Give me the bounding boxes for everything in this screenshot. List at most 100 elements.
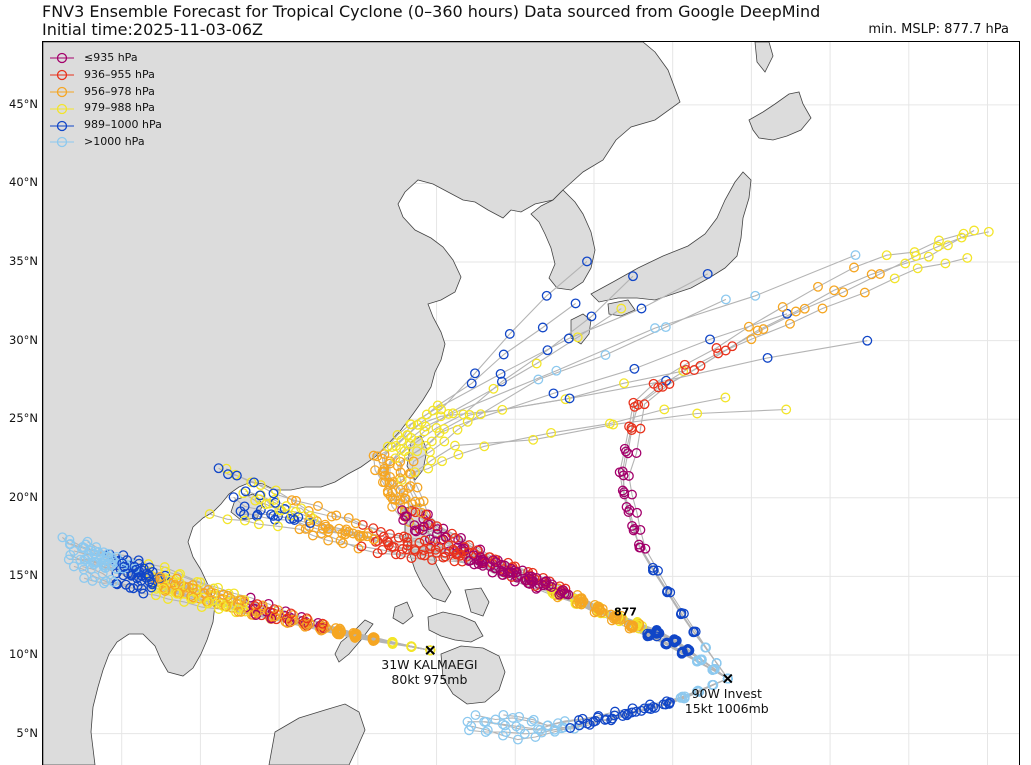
track-point: [624, 623, 635, 634]
track-point: [305, 511, 316, 521]
latitude-tick-label: 35°N: [9, 254, 38, 269]
track-point: [316, 625, 327, 636]
track-point: [439, 436, 450, 447]
track-point: [410, 496, 421, 507]
track-point: [302, 619, 313, 630]
track-point: [627, 707, 637, 718]
track-point: [610, 612, 620, 623]
track-point: [418, 545, 429, 556]
storm-name: 31W KALMAEGI: [381, 657, 478, 673]
track-point: [531, 358, 542, 369]
track-point: [252, 599, 263, 610]
track-point: [257, 600, 268, 611]
track-point: [386, 541, 397, 552]
track-point: [621, 501, 632, 512]
track-point: [406, 641, 417, 652]
track-point: [621, 710, 632, 721]
track-point: [160, 566, 171, 577]
track-point: [377, 544, 388, 555]
track-point: [448, 408, 458, 419]
track-point: [438, 552, 449, 563]
track-point: [572, 598, 582, 609]
track-point: [551, 365, 562, 376]
visayas: [427, 611, 484, 643]
track-point: [560, 394, 571, 405]
track-point: [385, 456, 395, 467]
track-point: [286, 495, 297, 506]
track-point: [679, 693, 690, 704]
track-point: [126, 570, 137, 581]
track-point: [762, 352, 773, 363]
track-point: [531, 572, 542, 583]
borneo: [268, 703, 366, 765]
latitude-tick-label: 40°N: [9, 175, 38, 190]
latitude-tick-label: 30°N: [9, 332, 38, 347]
storm-label-kalmaegi: 31W KALMAEGI 80kt 975mb: [381, 657, 477, 687]
track-point: [813, 281, 823, 292]
track-point: [631, 706, 641, 717]
track-point: [296, 503, 307, 514]
track-point: [205, 587, 216, 598]
track-point: [362, 531, 373, 542]
track-point: [395, 467, 406, 478]
track-point: [485, 561, 496, 572]
track-point: [448, 544, 459, 555]
track-point: [311, 516, 322, 527]
track-point: [433, 541, 444, 552]
legend-marker-icon: [50, 136, 74, 148]
track-point: [350, 628, 361, 639]
track-point: [385, 471, 395, 482]
storm-position-marker: [425, 645, 435, 655]
track-point: [213, 582, 223, 593]
track-point: [707, 679, 718, 690]
track-point: [301, 613, 312, 624]
track-point: [316, 622, 327, 633]
track-point: [268, 488, 279, 499]
track-point: [401, 532, 412, 543]
track-point: [291, 495, 301, 506]
track-point: [452, 424, 463, 435]
storm-markers: 877: [425, 606, 733, 684]
track-point: [782, 308, 793, 319]
storm-intensity: 15kt 1006mb: [684, 700, 769, 716]
track-point: [541, 290, 552, 301]
track-point: [387, 494, 398, 505]
track-point: [307, 530, 318, 541]
japan-honshu: [590, 171, 752, 303]
track-point: [564, 393, 575, 404]
legend-label: 936–955 hPa: [84, 67, 155, 81]
track-point: [705, 334, 715, 345]
track-point: [395, 495, 406, 506]
track-point: [653, 382, 664, 393]
track-point: [456, 532, 466, 543]
track-point: [488, 383, 499, 394]
track-point: [240, 486, 251, 497]
track-point: [222, 591, 233, 601]
track-point: [464, 410, 475, 420]
track-point: [337, 528, 348, 539]
track-point: [582, 256, 592, 267]
legend-label: >1000 hPa: [84, 134, 145, 148]
track-point: [87, 557, 98, 568]
track-point: [574, 720, 585, 731]
track-point: [368, 634, 379, 645]
track-point: [689, 365, 700, 375]
latitude-tick-label: 25°N: [9, 411, 38, 426]
track-point: [419, 426, 430, 437]
track-point: [438, 534, 449, 545]
track-point: [750, 290, 761, 301]
latitude-tick-label: 10°N: [9, 646, 38, 661]
track-point: [634, 542, 645, 553]
track-point: [563, 333, 574, 344]
track-point: [79, 573, 90, 584]
storm-position-marker: [723, 673, 733, 684]
track-point: [548, 388, 559, 399]
map-panel[interactable]: 877: [42, 41, 1020, 765]
min-mslp-label: min. MSLP: 877.7 hPa: [868, 22, 1009, 37]
track-point: [644, 629, 655, 640]
track-point: [343, 526, 354, 537]
track-point: [64, 534, 75, 545]
track-point: [403, 482, 414, 493]
legend-label: 989–1000 hPa: [84, 118, 162, 132]
track-point: [526, 716, 537, 727]
